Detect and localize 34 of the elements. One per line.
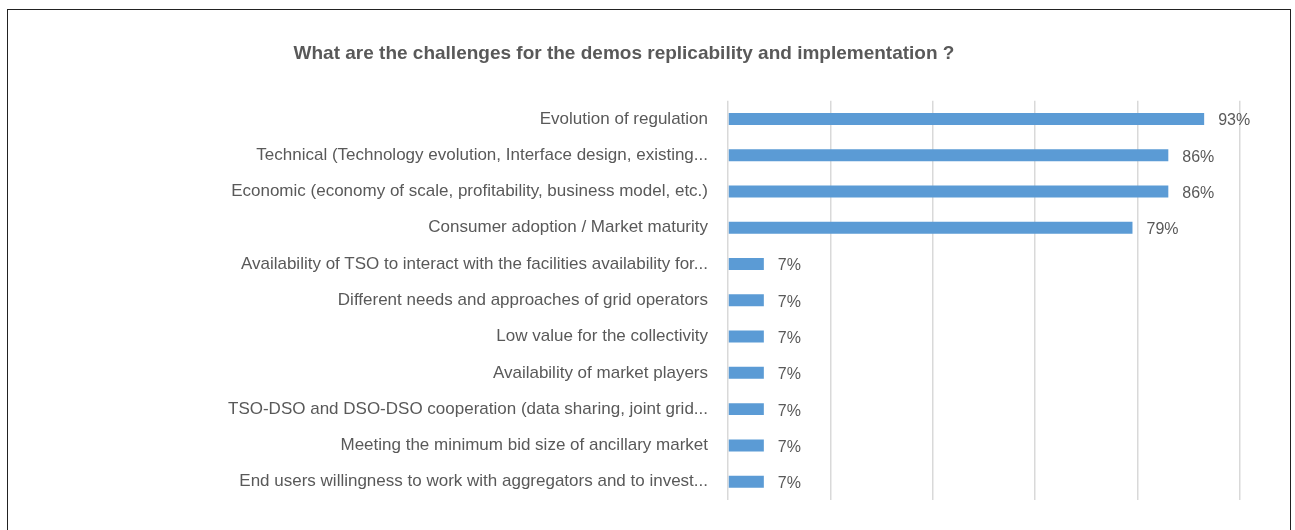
y-tick-label: Availability of TSO to interact with the facilities availability for... <box>240 253 708 273</box>
data-label: 7% <box>777 474 801 492</box>
y-tick-label: Low value for the collectivity <box>496 326 709 346</box>
bar <box>728 149 1169 162</box>
y-tick-label: Different needs and approaches of grid operators <box>337 289 708 309</box>
data-label: 7% <box>777 401 801 419</box>
y-tick-label: TSO-DSO and DSO-DSO cooperation (data sharing, joint grid... <box>228 398 708 418</box>
bar <box>728 366 764 379</box>
y-tick-label: Consumer adoption / Market maturity <box>428 217 709 237</box>
bar <box>728 403 764 416</box>
y-tick-label: Technical (Technology evolution, Interface design, existing... <box>256 144 708 164</box>
data-label: 7% <box>777 292 801 310</box>
bar <box>728 475 764 488</box>
y-tick-label: Economic (economy of scale, profitability, business model, etc.) <box>231 181 708 201</box>
y-tick-label: End users willingness to work with aggregators and to invest... <box>239 471 708 491</box>
data-label: 79% <box>1146 220 1179 238</box>
data-label: 86% <box>1182 147 1215 165</box>
data-label: 7% <box>777 365 801 383</box>
bar <box>728 258 764 271</box>
y-tick-label: Meeting the minimum bid size of ancillary market <box>340 435 709 455</box>
bar <box>728 185 1169 198</box>
chart-title: What are the challenges for the demos replicability and implementation ? <box>293 41 955 63</box>
bar <box>728 112 1205 125</box>
bar <box>728 294 764 307</box>
y-tick-label: Availability of market players <box>492 362 708 382</box>
data-label: 7% <box>777 437 801 455</box>
bar <box>728 439 764 452</box>
bar <box>728 330 764 343</box>
data-label: 7% <box>777 256 801 274</box>
data-label: 86% <box>1182 183 1215 201</box>
bar <box>728 221 1133 234</box>
data-label: 93% <box>1218 111 1251 129</box>
data-label: 7% <box>777 328 801 346</box>
y-tick-label: Evolution of regulation <box>539 108 708 128</box>
